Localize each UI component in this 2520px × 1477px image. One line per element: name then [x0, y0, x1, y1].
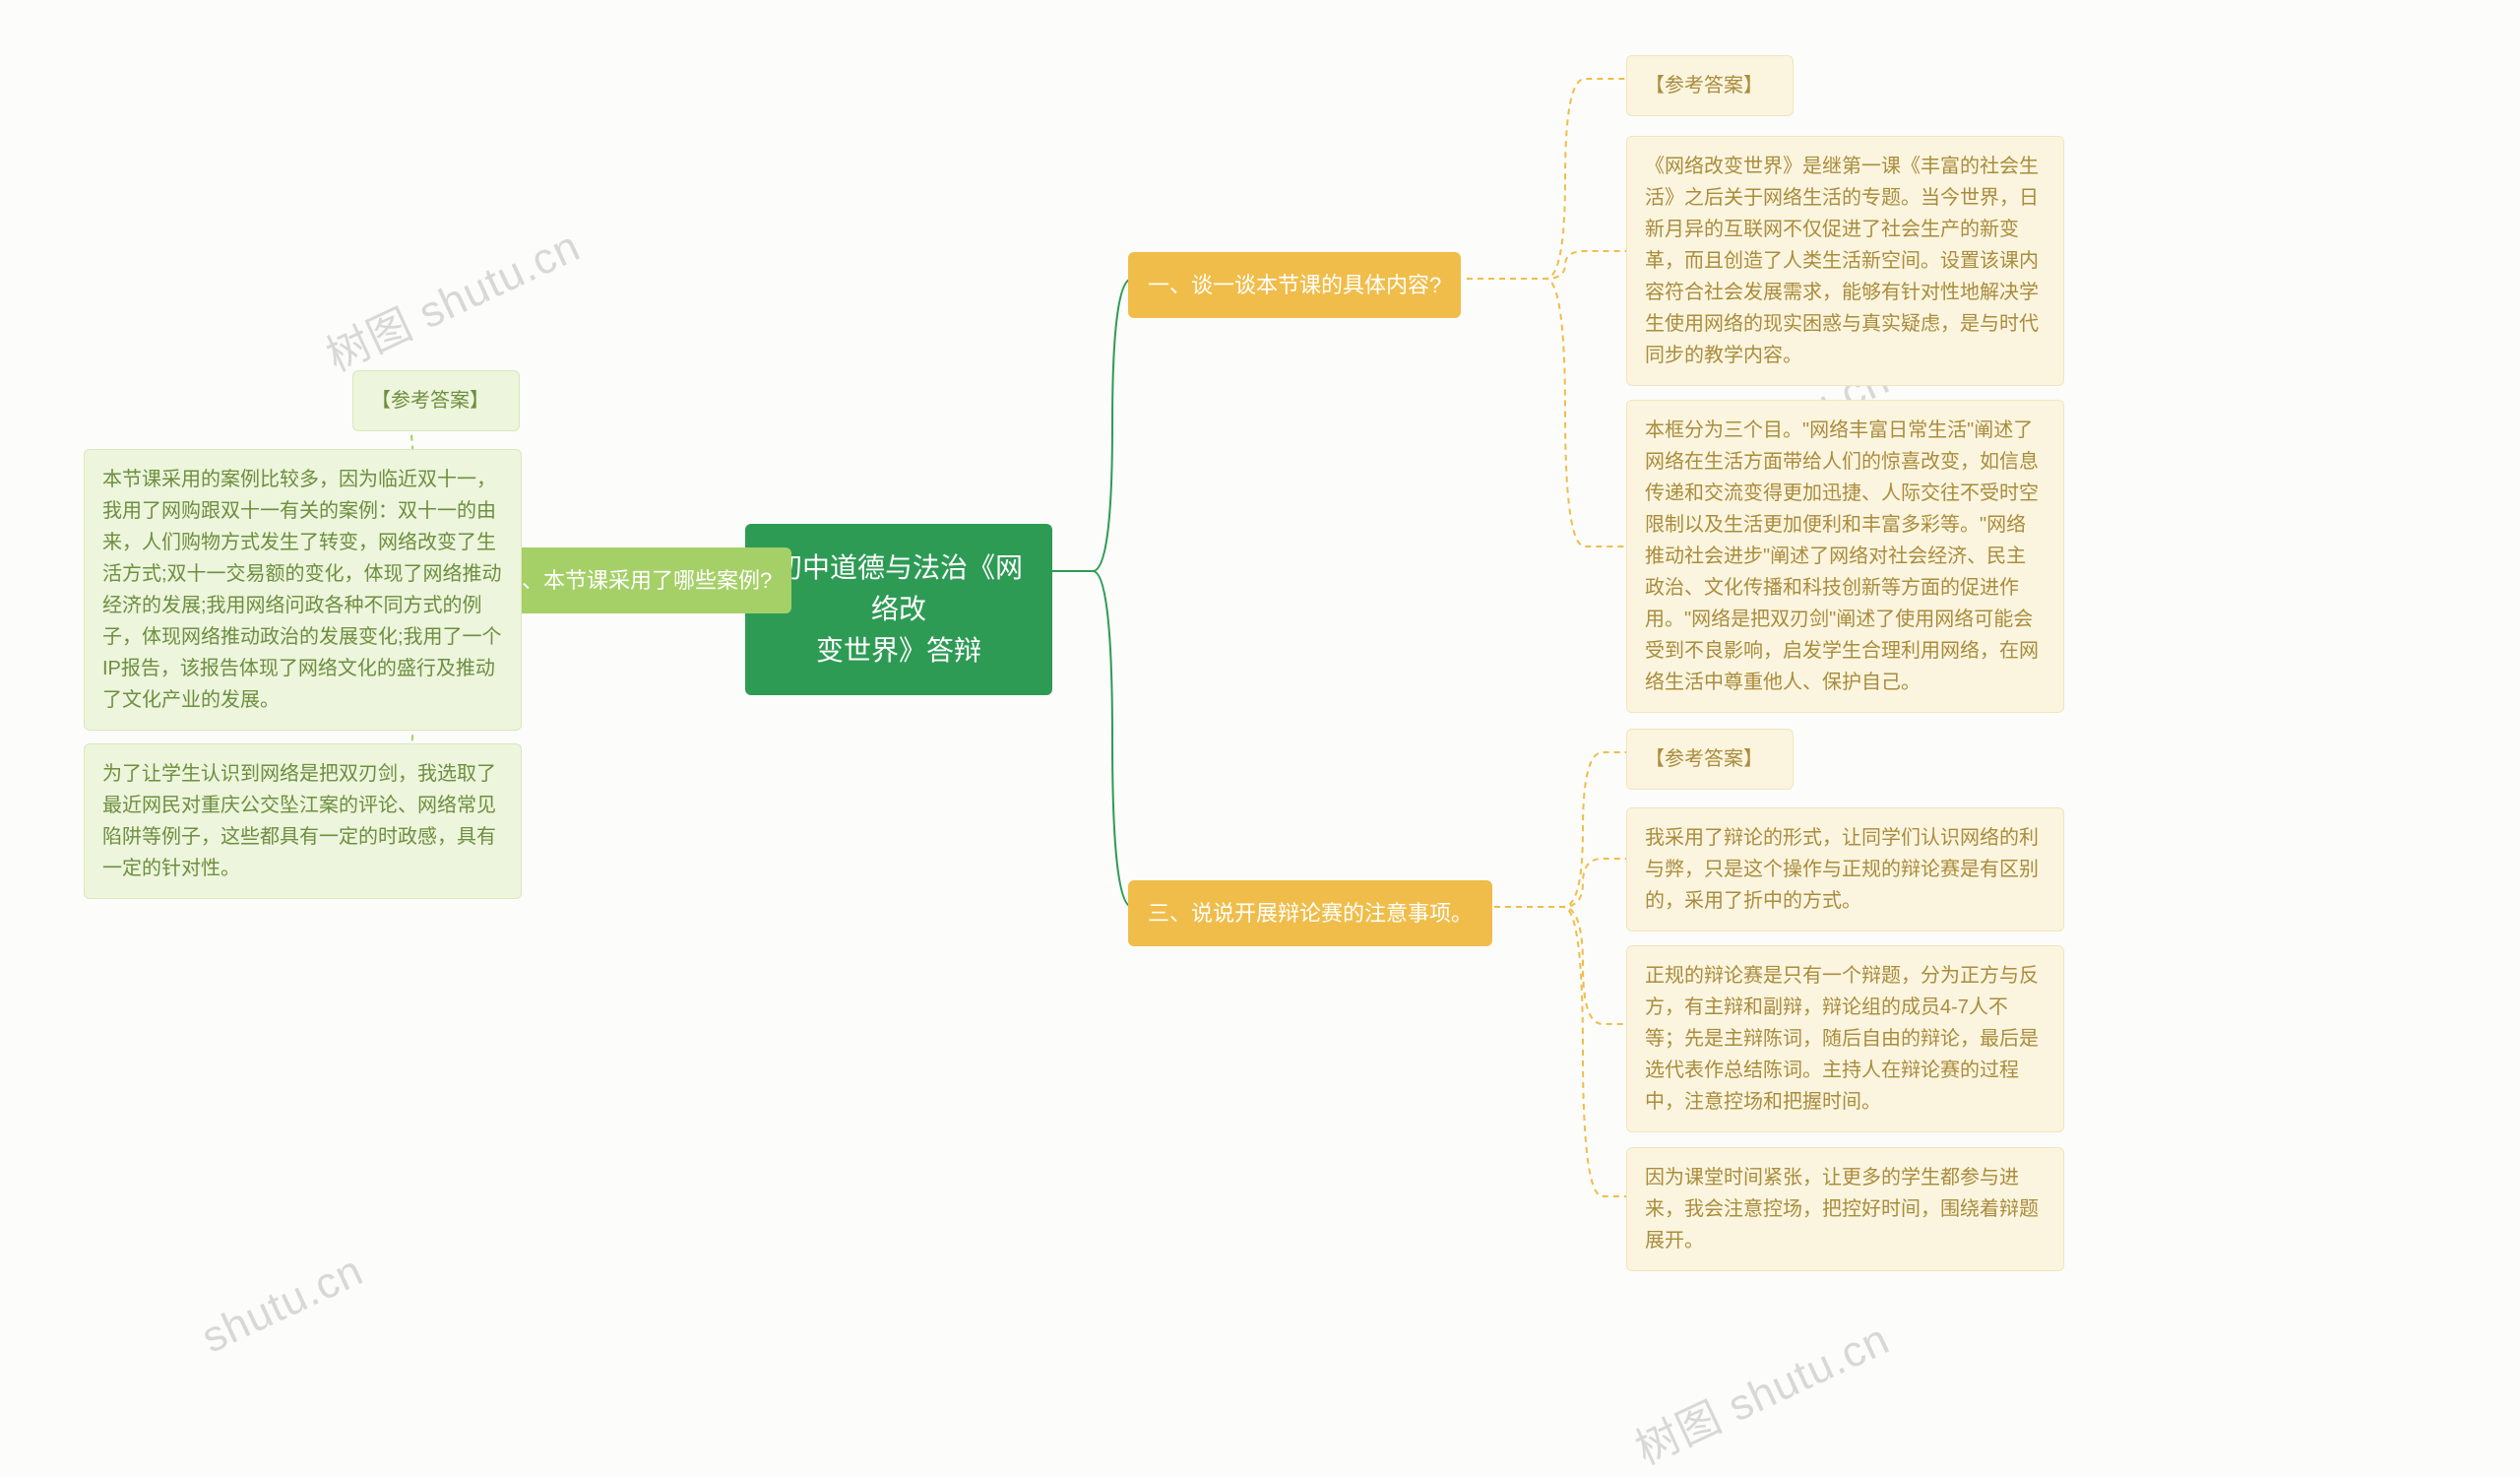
leaf-3-answer-label: 【参考答案】 — [1626, 729, 1794, 790]
root-line1: 初中道德与法治《网络改 — [775, 552, 1023, 624]
branch-2: 二、本节课采用了哪些案例? — [480, 547, 791, 613]
root-line2: 变世界》答辩 — [816, 635, 981, 666]
watermark: 树图 shutu.cn — [1623, 1304, 1898, 1476]
leaf-1-answer-label: 【参考答案】 — [1626, 55, 1794, 116]
watermark: 树图 shutu.cn — [314, 211, 589, 383]
leaf-3-p2: 正规的辩论赛是只有一个辩题，分为正方与反方，有主辩和副辩，辩论组的成员4-7人不… — [1626, 945, 2064, 1132]
branch-1: 一、谈一谈本节课的具体内容? — [1128, 252, 1461, 318]
leaf-2-p1: 本节课采用的案例比较多，因为临近双十一，我用了网购跟双十一有关的案例：双十一的由… — [84, 449, 522, 731]
branch-3: 三、说说开展辩论赛的注意事项。 — [1128, 880, 1492, 946]
watermark: shutu.cn — [195, 1247, 371, 1364]
leaf-3-p3: 因为课堂时间紧张，让更多的学生都参与进来，我会注意控场，把控好时间，围绕着辩题展… — [1626, 1147, 2064, 1271]
leaf-1-p1: 《网络改变世界》是继第一课《丰富的社会生活》之后关于网络生活的专题。当今世界，日… — [1626, 136, 2064, 386]
leaf-2-p2: 为了让学生认识到网络是把双刃剑，我选取了最近网民对重庆公交坠江案的评论、网络常见… — [84, 743, 522, 899]
root-node: 初中道德与法治《网络改 变世界》答辩 — [745, 524, 1052, 695]
leaf-3-p1: 我采用了辩论的形式，让同学们认识网络的利与弊，只是这个操作与正规的辩论赛是有区别… — [1626, 807, 2064, 931]
leaf-1-p2: 本框分为三个目。"网络丰富日常生活"阐述了网络在生活方面带给人们的惊喜改变，如信… — [1626, 400, 2064, 713]
leaf-2-answer-label: 【参考答案】 — [352, 370, 520, 431]
